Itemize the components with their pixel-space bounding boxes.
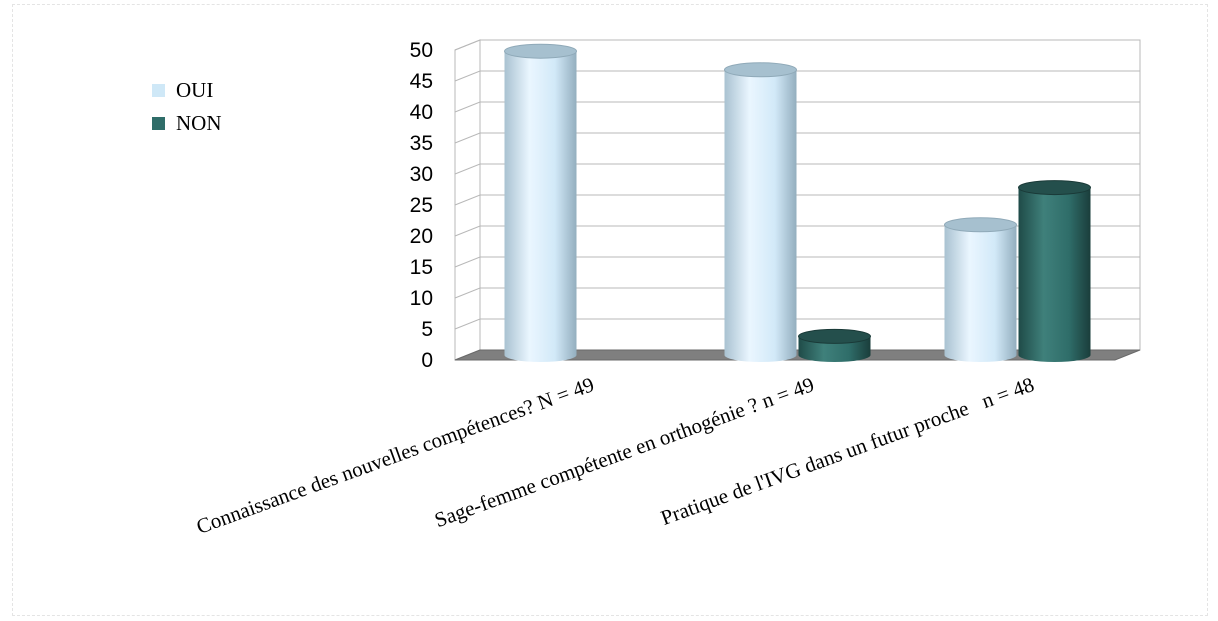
bar-non-2 [798,328,871,362]
bars [504,43,1091,363]
gridline [454,70,1140,82]
y-tick-label: 0 [421,349,433,372]
y-tick-label: 50 [410,39,433,62]
y-tick-label: 20 [410,225,433,248]
gridlines [454,39,1140,361]
y-axis-ticks: 0 5 10 15 20 25 30 35 40 45 50 [410,39,433,372]
chart-frame [12,4,1208,616]
gridline [454,101,1140,113]
bar-oui-1 [504,43,577,362]
category-label-1: Connaissance des nouvelles compétences? … [193,372,597,539]
gridline [454,163,1140,175]
category-label-3: Pratique de l'IVG dans un futur proche n… [658,372,1038,530]
legend-swatch-oui [152,84,165,97]
gridline [454,39,1140,51]
bar-oui-3 [944,217,1017,362]
gridline [454,132,1140,144]
y-tick-label: 10 [410,287,433,310]
legend-label-oui: OUI [176,78,213,102]
y-tick-label: 30 [410,163,433,186]
x-axis-labels: Connaissance des nouvelles compétences? … [193,372,1037,539]
gridline [454,256,1140,268]
legend: OUI NON [152,78,222,135]
bar-oui-2 [724,62,797,363]
y-tick-label: 40 [410,101,433,124]
bar-non-3 [1018,180,1091,362]
gridline [454,287,1140,299]
y-tick-label: 15 [410,256,433,279]
gridline [454,318,1140,330]
y-tick-label: 25 [410,194,433,217]
gridline [454,194,1140,206]
y-tick-label: 35 [410,132,433,155]
y-tick-label: 5 [421,318,433,341]
gridline [454,225,1140,237]
category-label-2: Sage-femme compétente en orthogénie ? n … [431,372,817,532]
legend-swatch-non [152,117,165,130]
y-tick-label: 45 [410,70,433,93]
legend-label-non: NON [176,111,222,135]
